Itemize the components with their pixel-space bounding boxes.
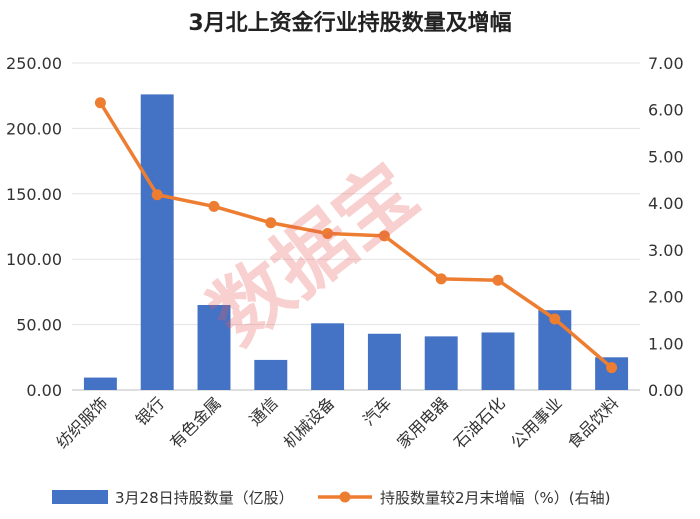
x-category-label: 通信 (246, 393, 282, 429)
bar (83, 377, 117, 390)
x-category-label: 纺织服饰 (53, 393, 112, 452)
line-point (265, 217, 277, 229)
right-tick-label: 4.00 (648, 194, 684, 213)
legend-bar-label: 3月28日持股数量（亿股） (115, 489, 294, 507)
legend-bar-swatch (52, 490, 108, 504)
left-tick-label: 0.00 (26, 381, 62, 400)
chart-title: 3月北上资金行业持股数量及增幅 (188, 10, 511, 36)
bar (424, 336, 458, 390)
x-category-label: 有色金属 (166, 393, 225, 452)
legend-line-label: 持股数量较2月末增幅（%）(右轴) (380, 489, 611, 507)
line-point (94, 97, 106, 109)
left-tick-label: 100.00 (6, 250, 62, 269)
line-point (378, 230, 390, 242)
left-tick-label: 150.00 (6, 185, 62, 204)
line-point (549, 313, 561, 325)
x-category-label: 家用电器 (393, 393, 452, 452)
bar (140, 94, 174, 390)
right-tick-label: 0.00 (648, 381, 684, 400)
line-point (435, 273, 447, 285)
bar (367, 333, 401, 390)
right-y-axis: 0.00 1.00 2.00 3.00 4.00 5.00 6.00 7.00 (648, 54, 684, 400)
right-tick-label: 7.00 (648, 54, 684, 73)
left-tick-label: 250.00 (6, 54, 62, 73)
legend: 3月28日持股数量（亿股） 持股数量较2月末增幅（%）(右轴) (52, 489, 611, 507)
left-y-axis: 0.00 50.00 100.00 150.00 200.00 250.00 (6, 54, 62, 400)
line-point (151, 189, 163, 201)
line-point (322, 228, 334, 240)
x-category-label: 汽车 (359, 393, 395, 429)
right-tick-label: 5.00 (648, 147, 684, 166)
line-series (94, 97, 618, 374)
line-point (606, 362, 618, 374)
x-category-label: 公用事业 (507, 393, 566, 452)
left-tick-label: 200.00 (6, 119, 62, 138)
right-tick-label: 1.00 (648, 334, 684, 353)
line-point (208, 200, 220, 212)
x-category-label: 机械设备 (280, 393, 339, 452)
x-category-label: 食品饮料 (564, 393, 623, 452)
x-category-label: 银行 (132, 393, 168, 429)
legend-line-marker (339, 491, 351, 503)
bar (197, 304, 231, 390)
left-tick-label: 50.00 (16, 316, 62, 335)
right-tick-label: 2.00 (648, 288, 684, 307)
bar (254, 359, 288, 390)
line-path (98, 101, 613, 369)
bar-series (83, 94, 629, 390)
right-tick-label: 6.00 (648, 101, 684, 120)
line-point (492, 274, 504, 286)
bar (481, 332, 515, 390)
x-category-label: 石油石化 (450, 393, 509, 452)
bar (311, 323, 345, 390)
right-tick-label: 3.00 (648, 241, 684, 260)
